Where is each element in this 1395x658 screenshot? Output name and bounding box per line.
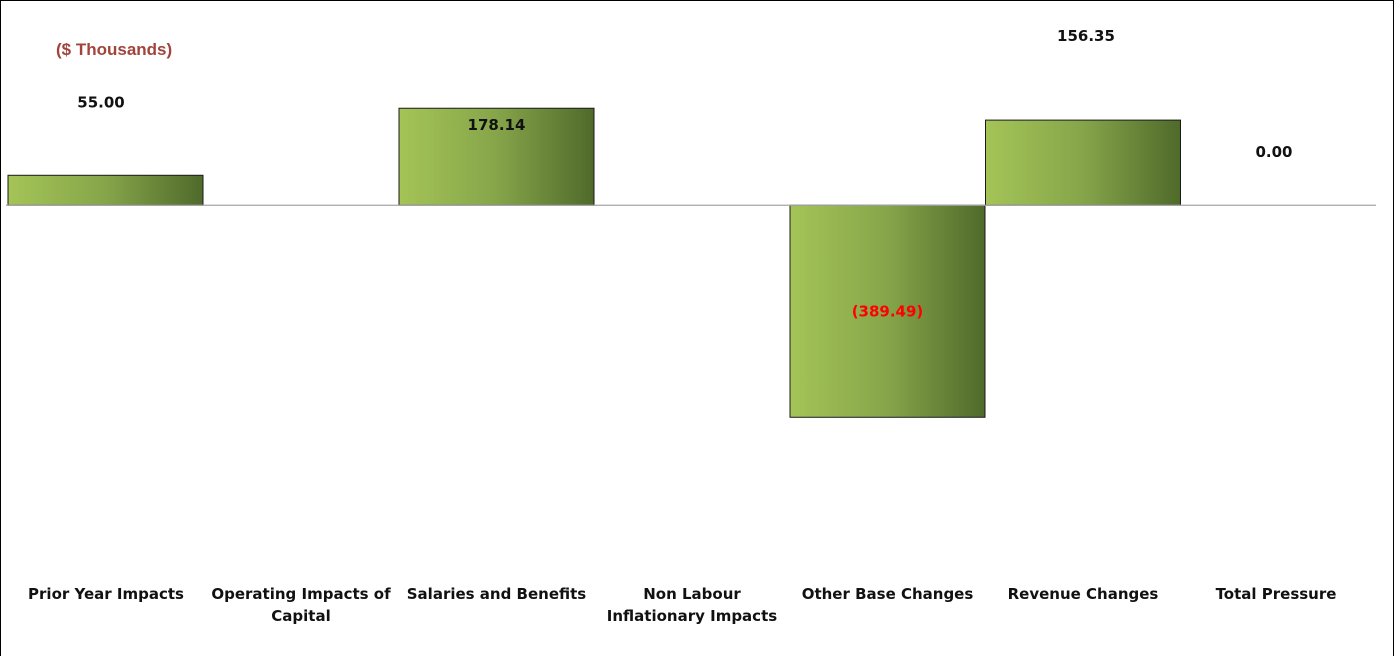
bars xyxy=(7,107,1181,418)
category-label-prior-year-impacts: Prior Year Impacts xyxy=(28,585,184,603)
data-label-revenue-changes: 156.35 xyxy=(1057,27,1115,45)
data-label-other-base-changes: (389.49) xyxy=(852,302,924,320)
category-label-other-base-changes: Other Base Changes xyxy=(802,585,974,603)
bar-salaries-and-benefits xyxy=(398,107,595,206)
category-label-revenue-changes: Revenue Changes xyxy=(1008,585,1159,603)
bar-prior-year-impacts xyxy=(7,174,204,206)
data-label-prior-year-impacts: 55.00 xyxy=(77,93,124,111)
data-label-salaries-and-benefits: 178.14 xyxy=(468,116,526,134)
data-labels: 55.00 178.14 (389.49) 156.35 0.00 xyxy=(77,27,1292,320)
unit-label: ($ Thousands) xyxy=(56,40,172,59)
bar-revenue-changes xyxy=(985,119,1181,206)
bar-other-base-changes xyxy=(789,204,986,418)
category-label-salaries-and-benefits: Salaries and Benefits xyxy=(407,585,587,603)
category-label-non-labour-inflationary-impacts: Non Labour Inflationary Impacts xyxy=(607,585,777,625)
category-labels: Prior Year Impacts Operating Impacts of Ca… xyxy=(28,585,1336,625)
category-label-total-pressure: Total Pressure xyxy=(1216,585,1337,603)
category-label-operating-impacts-of-capital: Operating Impacts of Capital xyxy=(211,585,391,625)
data-label-total-pressure: 0.00 xyxy=(1255,143,1292,161)
